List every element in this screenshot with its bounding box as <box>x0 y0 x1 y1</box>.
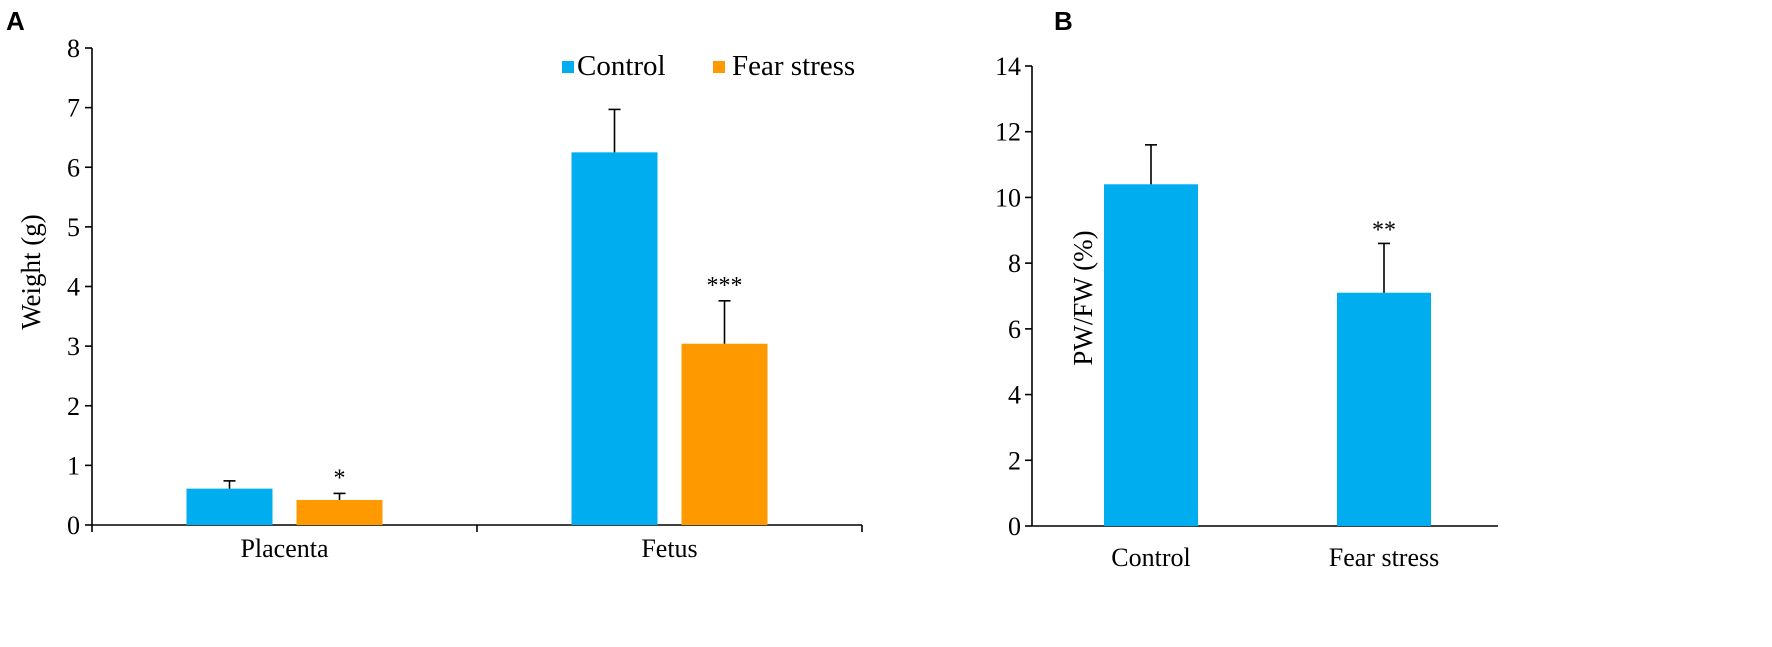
y-tick-label: 12 <box>995 118 1021 147</box>
y-tick-label: 14 <box>995 52 1021 81</box>
y-tick-label: 6 <box>67 153 80 182</box>
bar <box>1104 184 1198 527</box>
y-tick-label: 0 <box>1008 512 1021 541</box>
y-tick-label: 2 <box>67 392 80 421</box>
panel-letter-a: A <box>6 6 25 36</box>
y-tick-label: 4 <box>67 273 80 302</box>
panel-letter-b: B <box>1054 6 1073 36</box>
legend-swatch <box>562 61 574 73</box>
panel-b-y-axis-title: PW/FW (%) <box>1068 230 1098 365</box>
bar <box>296 499 383 525</box>
x-tick-label: Fetus <box>641 534 697 563</box>
y-tick-label: 6 <box>1008 315 1021 344</box>
panel-b-bars: ** <box>1104 144 1431 527</box>
x-tick-label: Control <box>1111 543 1190 572</box>
legend-label: Fear stress <box>732 50 855 82</box>
panel-a-x-tick-labels: Placenta Fetus <box>240 534 697 563</box>
significance-label: * <box>334 465 346 491</box>
panel-a-bars: **** <box>186 108 768 525</box>
bar <box>1337 292 1431 526</box>
x-tick-label: Placenta <box>240 534 329 563</box>
bar <box>186 488 273 525</box>
legend-label: Control <box>577 50 666 82</box>
panel-a-y-ticks: 0 1 2 3 4 5 6 7 8 <box>67 34 92 540</box>
y-tick-label: 10 <box>995 183 1021 212</box>
panel-b-x-tick-labels: Control Fear stress <box>1111 543 1439 572</box>
y-tick-label: 2 <box>1008 446 1021 475</box>
y-tick-label: 4 <box>1008 381 1021 410</box>
significance-label: ** <box>1372 217 1396 243</box>
y-tick-label: 8 <box>1008 249 1021 278</box>
bar <box>681 343 768 525</box>
bar <box>571 152 658 525</box>
y-tick-label: 3 <box>67 332 80 361</box>
significance-label: *** <box>707 273 743 299</box>
panel-a-y-axis-title: Weight (g) <box>16 214 46 330</box>
y-tick-label: 1 <box>67 451 80 480</box>
y-tick-label: 0 <box>67 511 80 540</box>
panel-a-legend: Control Fear stress <box>562 50 855 82</box>
panel-b-chart: B PW/FW (%) 0 2 4 6 8 10 12 14 ** Control Fear s… <box>995 6 1498 572</box>
y-tick-label: 5 <box>67 213 80 242</box>
x-tick-label: Fear stress <box>1329 543 1439 572</box>
y-tick-label: 7 <box>67 94 80 123</box>
legend-swatch <box>713 61 725 73</box>
y-tick-label: 8 <box>67 34 80 63</box>
panel-b-y-ticks: 0 2 4 6 8 10 12 14 <box>995 52 1032 541</box>
